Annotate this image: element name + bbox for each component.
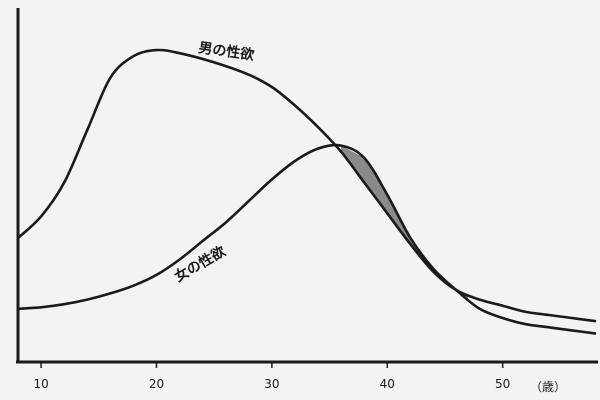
series-line-female [16,143,597,335]
x-tick-group: 10 20 30 40 50 [33,362,510,391]
series-line-male [16,48,597,323]
x-tick-label: 50 [495,377,510,391]
series-lines [16,48,597,335]
overlap-shaded-region [341,145,469,300]
series-label-female: 女の性欲 [172,243,229,286]
x-tick-label: 10 [33,377,48,391]
x-tick-label: 40 [380,377,395,391]
x-tick-label: 30 [264,377,279,391]
x-axis-unit: （歳） [530,380,566,394]
x-tick-label: 20 [149,377,164,391]
